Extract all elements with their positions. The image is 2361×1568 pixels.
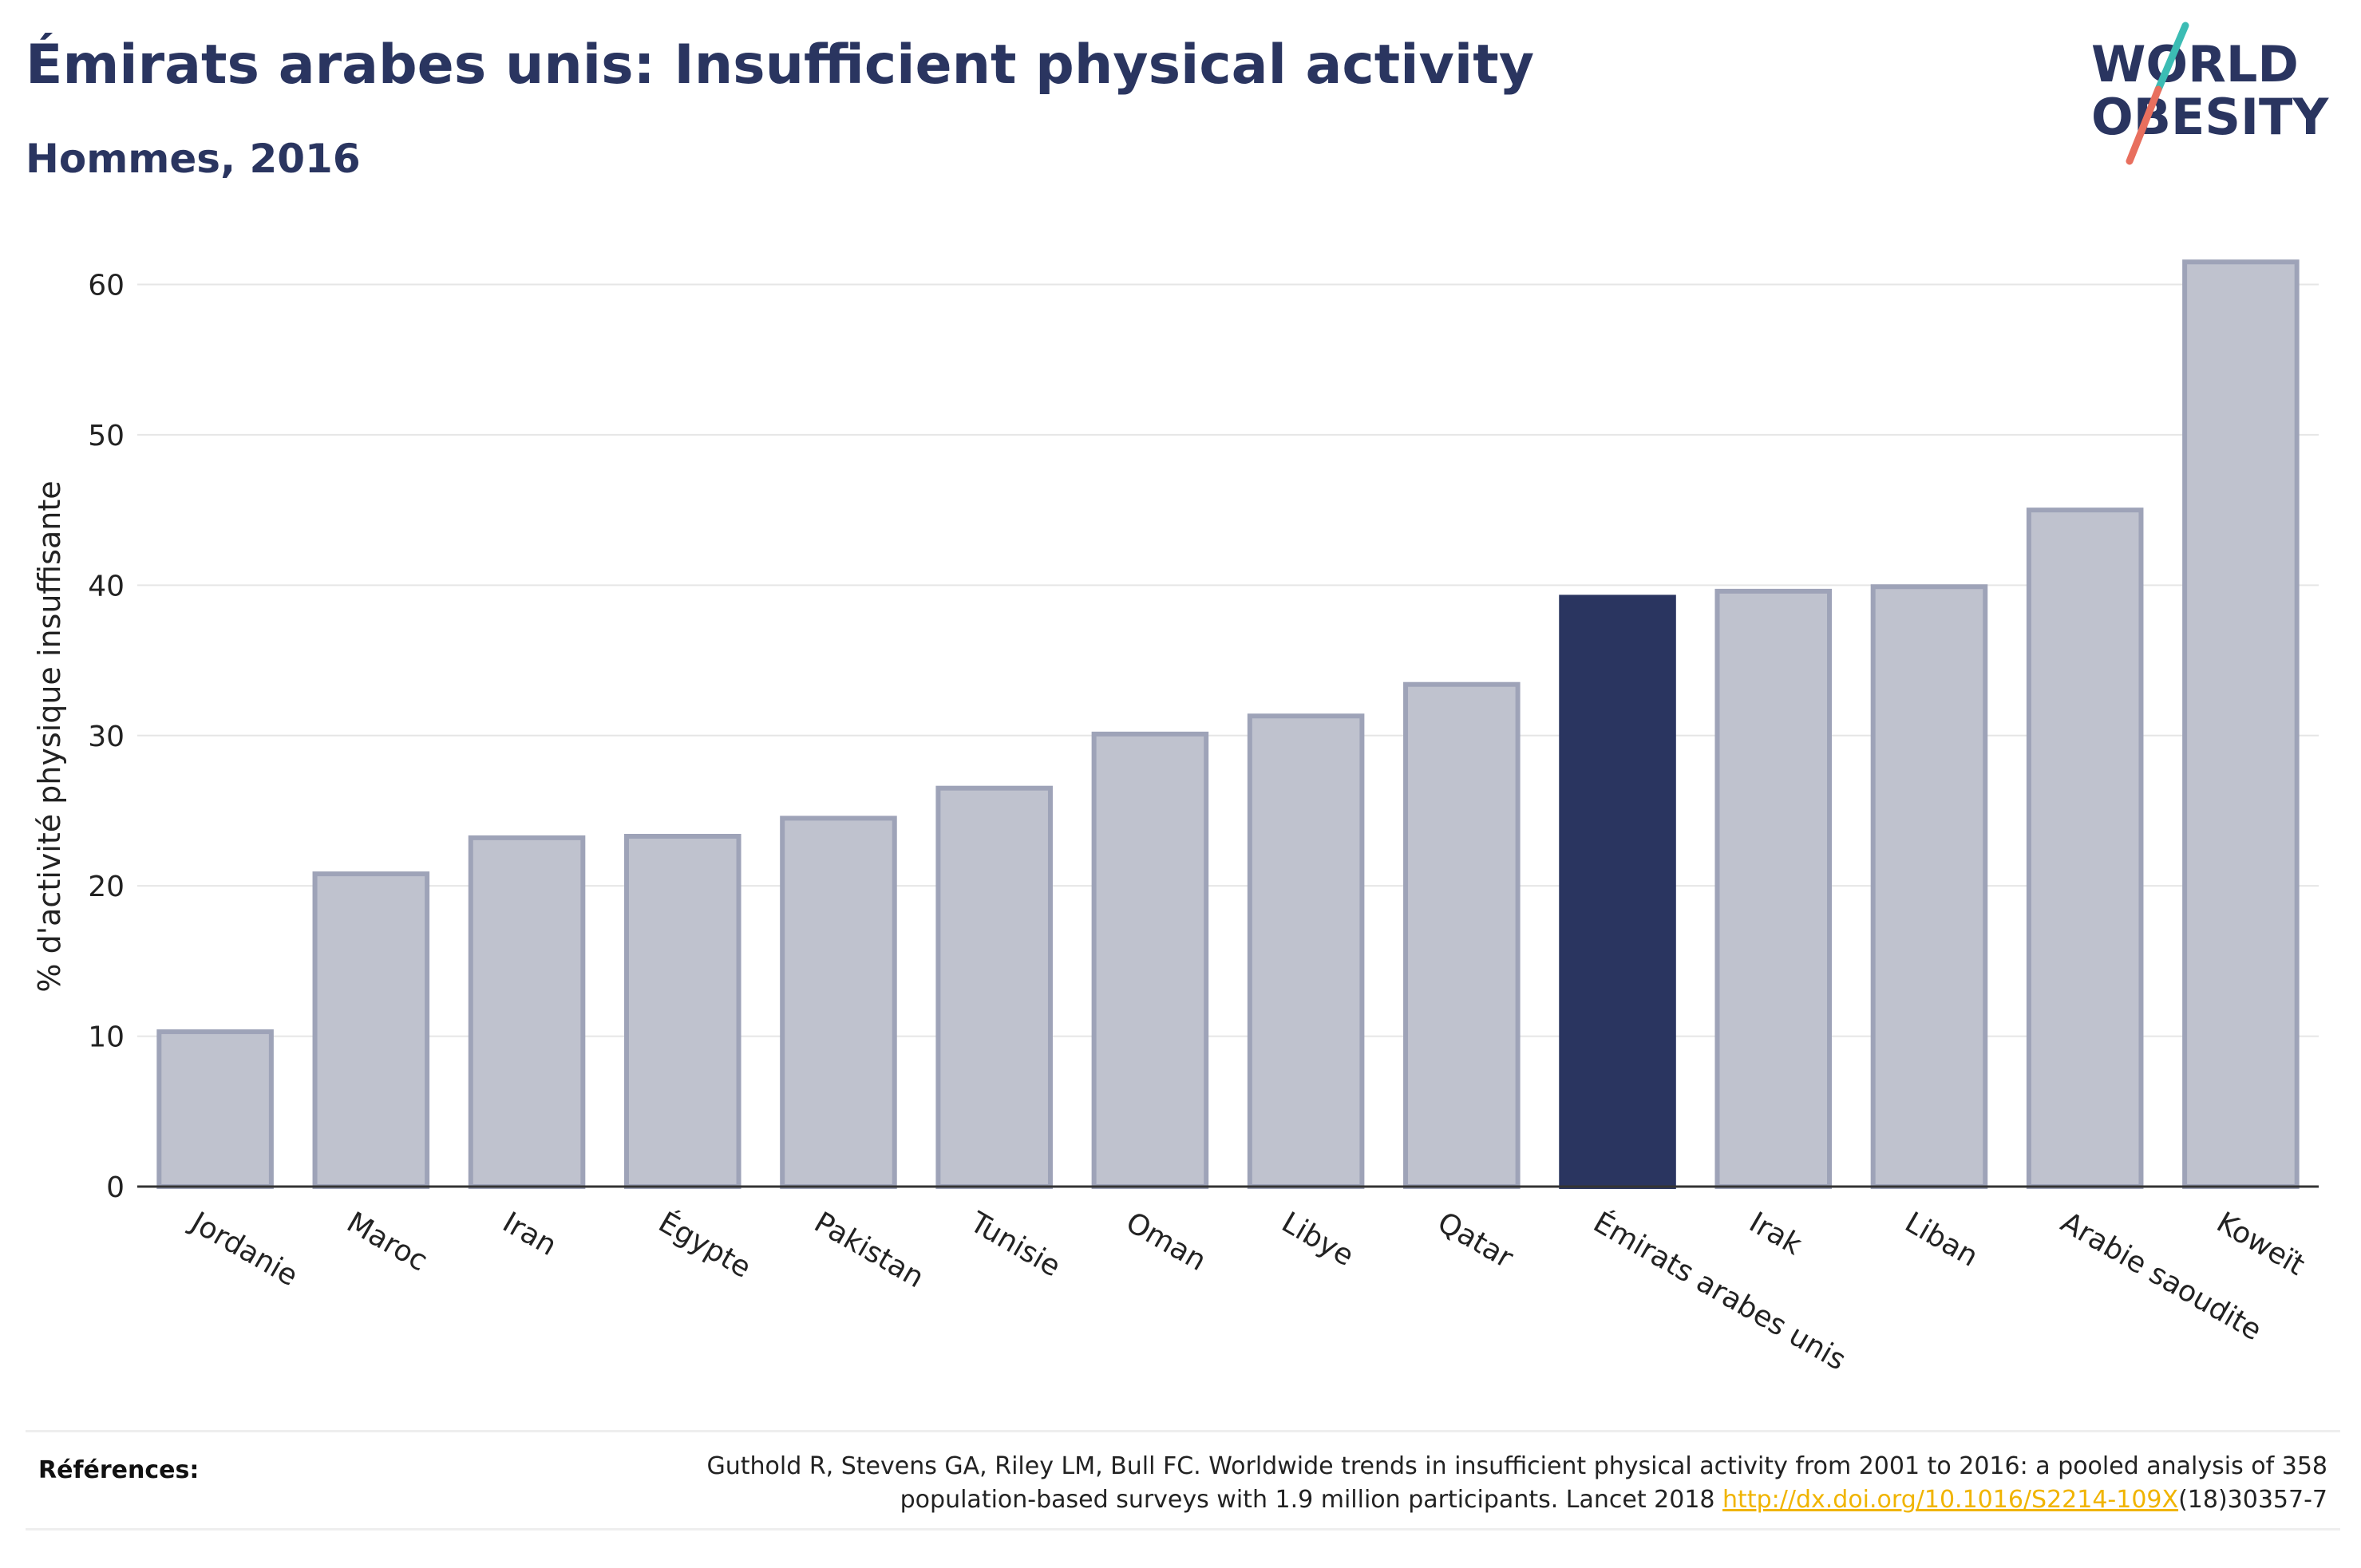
references-line2-end: (18)30357-7 [2178,1486,2327,1514]
y-tick-label: 50 [88,420,125,452]
y-tick-label: 20 [88,871,125,903]
chart-subtitle: Hommes, 2016 [26,136,361,182]
references-line1: Guthold R, Stevens GA, Riley LM, Bull FC… [706,1452,2327,1480]
logo-slash-teal [2154,22,2189,93]
references-section: Références: Guthold R, Stevens GA, Riley… [26,1430,2340,1530]
x-tick-label: Pakistan [809,1206,929,1294]
chart-title: Émirats arabes unis: Insufficient physic… [26,34,1535,97]
x-tick-label: Maroc [342,1206,433,1278]
bar-chart: 0 10 20 30 40 50 60 Jordanie Maroc Iran Égypte Paki… [32,259,2319,1377]
y-tick-label: 60 [88,270,125,302]
x-tick-label: Libye [1276,1206,1359,1273]
x-tick-label: Qatar [1432,1206,1518,1274]
x-tick-label: Tunisie [964,1206,1066,1284]
grid-layer [137,283,2319,1037]
bar [623,833,742,1189]
x-tick-label: Irak [1743,1206,1807,1262]
references-label: Références: [38,1456,200,1484]
bars-layer [156,259,2300,1190]
x-tick-label: Oman [1121,1206,1212,1278]
bar [1714,588,1833,1189]
logo-line2: OBESITY [2091,88,2329,146]
bar [2182,259,2300,1189]
logo-slash-coral [2126,85,2162,165]
bar [2026,508,2144,1189]
bar [935,785,1053,1189]
y-tick-label: 10 [88,1021,125,1054]
bar [156,1029,274,1190]
bar [468,835,586,1190]
bar [1091,731,1209,1189]
x-tick-label: Iran [497,1206,562,1262]
logo-line1: WORLD [2091,35,2299,93]
bar [1559,594,1676,1189]
references-doi-link[interactable]: http://dx.doi.org/10.1016/S2214-109X [1722,1486,2179,1514]
bar [1870,584,1988,1189]
bar [1247,713,1365,1189]
x-tick-label: Égypte [653,1206,757,1285]
x-tick-label: Koweït [2211,1206,2310,1282]
references-line2: population-based surveys with 1.9 millio… [900,1486,1723,1514]
y-tick-label: 0 [106,1171,125,1204]
references-text: Guthold R, Stevens GA, Riley LM, Bull FC… [492,1450,2327,1517]
x-tick-label: Liban [1900,1206,1983,1273]
y-tick-label: 30 [88,721,125,753]
bar [1403,681,1521,1189]
y-axis-label: % d'activité physique insuffisante [32,480,67,992]
world-obesity-logo: WORLD OBESITY [2091,22,2329,165]
x-tick-label: Jordanie [184,1205,303,1293]
y-tick-label: 40 [88,570,125,602]
x-tick-label: Émirats arabes unis [1588,1206,1852,1377]
bar [780,816,897,1190]
bar [312,871,430,1189]
